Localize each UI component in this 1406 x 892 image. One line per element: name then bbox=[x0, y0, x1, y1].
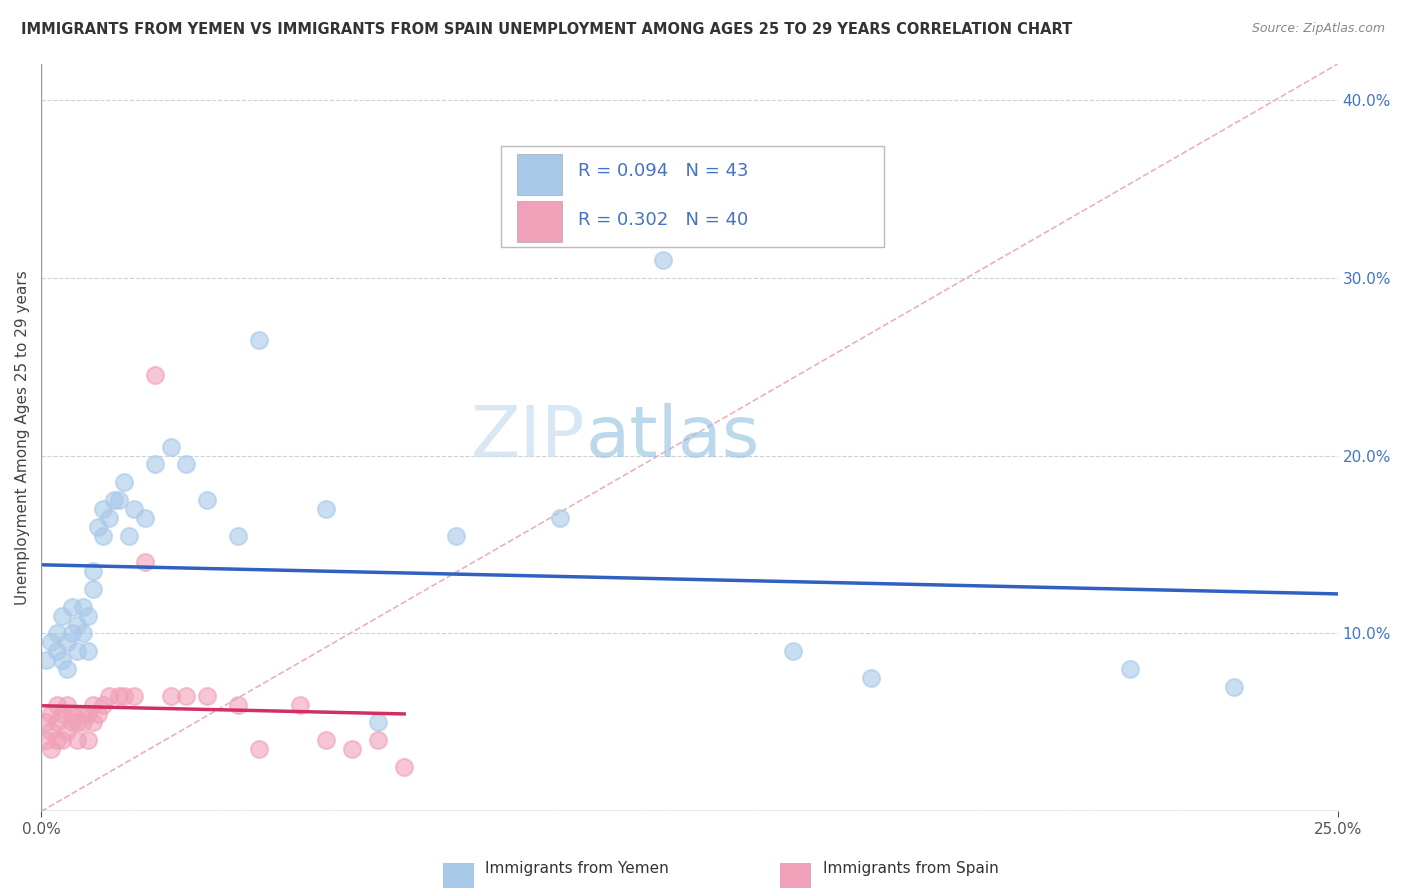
Point bbox=[367, 733, 389, 747]
Point bbox=[60, 626, 83, 640]
Point bbox=[548, 511, 571, 525]
Point bbox=[45, 733, 67, 747]
Point bbox=[51, 653, 73, 667]
Point bbox=[392, 760, 415, 774]
Point bbox=[247, 742, 270, 756]
Point bbox=[108, 689, 131, 703]
Point bbox=[41, 635, 63, 649]
Point bbox=[72, 626, 94, 640]
Point bbox=[82, 715, 104, 730]
Point bbox=[45, 644, 67, 658]
Point bbox=[76, 706, 98, 721]
Text: IMMIGRANTS FROM YEMEN VS IMMIGRANTS FROM SPAIN UNEMPLOYMENT AMONG AGES 25 TO 29 : IMMIGRANTS FROM YEMEN VS IMMIGRANTS FROM… bbox=[21, 22, 1073, 37]
Point bbox=[143, 368, 166, 383]
Point bbox=[56, 662, 79, 676]
FancyBboxPatch shape bbox=[502, 146, 884, 247]
Point bbox=[56, 724, 79, 739]
Point bbox=[76, 644, 98, 658]
Point bbox=[652, 252, 675, 267]
Text: Immigrants from Yemen: Immigrants from Yemen bbox=[485, 861, 669, 876]
Point bbox=[82, 582, 104, 596]
Text: R = 0.302   N = 40: R = 0.302 N = 40 bbox=[578, 211, 748, 229]
Point bbox=[1119, 662, 1142, 676]
Point bbox=[45, 698, 67, 712]
Point bbox=[87, 706, 110, 721]
Point bbox=[444, 528, 467, 542]
Text: Source: ZipAtlas.com: Source: ZipAtlas.com bbox=[1251, 22, 1385, 36]
Text: atlas: atlas bbox=[586, 403, 761, 472]
Point bbox=[72, 599, 94, 614]
Point bbox=[66, 644, 89, 658]
Point bbox=[51, 706, 73, 721]
Point bbox=[315, 733, 337, 747]
Point bbox=[143, 458, 166, 472]
Point bbox=[41, 742, 63, 756]
Point bbox=[226, 528, 249, 542]
Point bbox=[35, 715, 58, 730]
FancyBboxPatch shape bbox=[517, 153, 562, 194]
Point bbox=[56, 635, 79, 649]
Point bbox=[103, 493, 125, 508]
Point bbox=[72, 715, 94, 730]
Y-axis label: Unemployment Among Ages 25 to 29 years: Unemployment Among Ages 25 to 29 years bbox=[15, 270, 30, 605]
Point bbox=[315, 502, 337, 516]
Point bbox=[159, 440, 181, 454]
Point bbox=[66, 617, 89, 632]
Point bbox=[97, 511, 120, 525]
Point bbox=[342, 742, 364, 756]
Point bbox=[859, 671, 882, 685]
Point bbox=[66, 715, 89, 730]
Point bbox=[41, 724, 63, 739]
Point bbox=[124, 502, 146, 516]
Point bbox=[247, 333, 270, 347]
FancyBboxPatch shape bbox=[517, 201, 562, 242]
Point bbox=[134, 511, 156, 525]
Point bbox=[60, 599, 83, 614]
Point bbox=[176, 689, 198, 703]
Point bbox=[60, 715, 83, 730]
Point bbox=[124, 689, 146, 703]
Point bbox=[782, 644, 804, 658]
Point bbox=[72, 706, 94, 721]
Text: R = 0.094   N = 43: R = 0.094 N = 43 bbox=[578, 162, 748, 180]
Point bbox=[35, 653, 58, 667]
Point bbox=[45, 626, 67, 640]
Point bbox=[290, 698, 312, 712]
Point bbox=[82, 698, 104, 712]
Point bbox=[76, 608, 98, 623]
Point bbox=[60, 706, 83, 721]
Point bbox=[367, 715, 389, 730]
Point bbox=[108, 493, 131, 508]
Point bbox=[56, 698, 79, 712]
Point bbox=[159, 689, 181, 703]
Point bbox=[112, 689, 135, 703]
Point bbox=[66, 733, 89, 747]
Point bbox=[93, 502, 115, 516]
Point bbox=[45, 715, 67, 730]
Point bbox=[76, 733, 98, 747]
Point bbox=[118, 528, 141, 542]
Point bbox=[82, 564, 104, 578]
Point bbox=[176, 458, 198, 472]
Text: Immigrants from Spain: Immigrants from Spain bbox=[823, 861, 998, 876]
Point bbox=[87, 519, 110, 533]
Point bbox=[97, 689, 120, 703]
Point bbox=[134, 555, 156, 569]
Point bbox=[93, 528, 115, 542]
Text: ZIP: ZIP bbox=[471, 403, 586, 472]
Point bbox=[112, 475, 135, 490]
Point bbox=[35, 733, 58, 747]
Point bbox=[195, 493, 218, 508]
Point bbox=[195, 689, 218, 703]
Point bbox=[93, 698, 115, 712]
Point bbox=[51, 608, 73, 623]
Point bbox=[41, 706, 63, 721]
Point bbox=[51, 733, 73, 747]
Point bbox=[226, 698, 249, 712]
Point bbox=[1223, 680, 1246, 694]
